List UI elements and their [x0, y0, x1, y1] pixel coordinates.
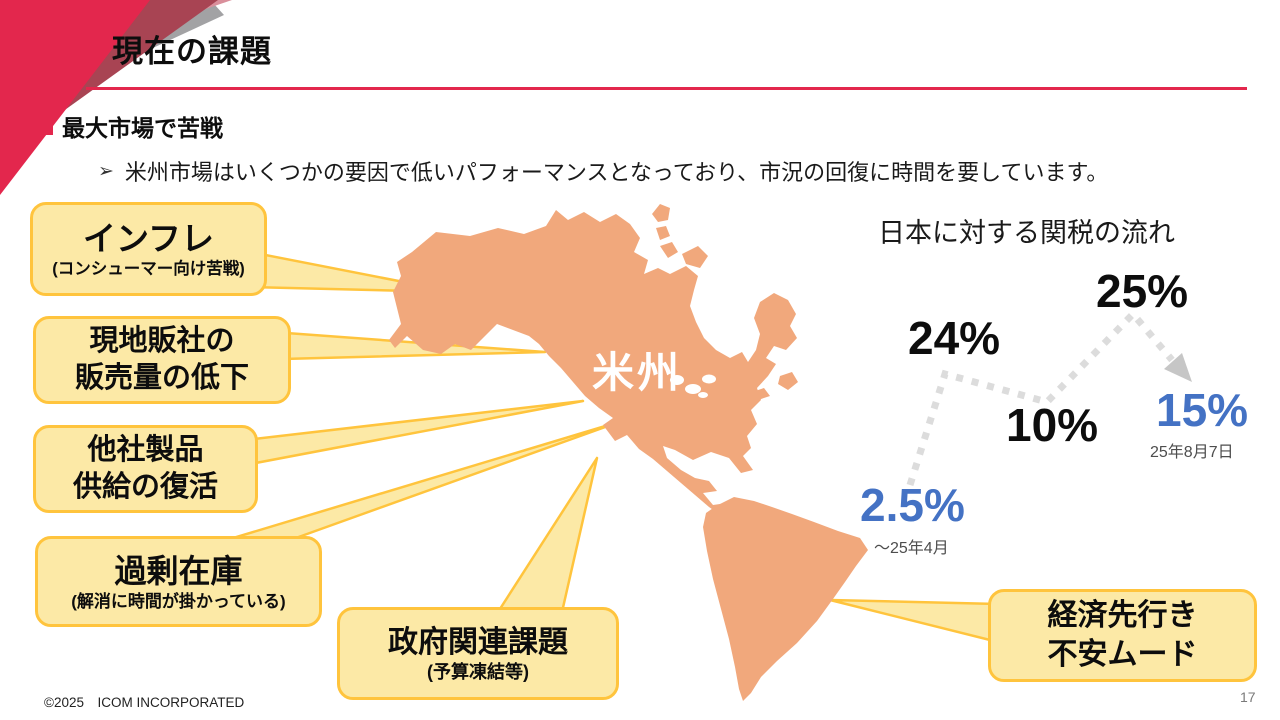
map-arctic-islands [652, 204, 798, 400]
tariff-value-25: 25% [1096, 265, 1189, 317]
callout-title: 現地販社の [89, 324, 235, 357]
callout-subtitle: (解消に時間が掛かっている) [71, 591, 286, 611]
tariff-trend-line [906, 308, 1192, 487]
tariff-value-10: 10% [1006, 399, 1099, 451]
page-number: 17 [1240, 689, 1256, 705]
callout-tail-competitor-supply [244, 399, 585, 467]
bullet-line: ➢ 米州市場はいくつかの要因で低いパフォーマンスとなっており、市況の回復に時間を… [98, 155, 1108, 187]
callout-title-line2: 不安ムード [1047, 637, 1198, 671]
callout-tail-government [496, 456, 599, 613]
red-square-bullet [36, 117, 53, 135]
callout-inflation: インフレ (コンシューマー向け苦戦) [30, 202, 267, 296]
callout-subtitle: (予算凍結等) [427, 661, 529, 682]
callout-title: 他社製品 [87, 433, 204, 466]
trend-arrowhead-icon [1164, 353, 1192, 382]
tariff-note-april: ～25年4月 [874, 540, 949, 557]
tariff-value-15: 15% [1156, 384, 1249, 436]
arrow-bullet-icon: ➢ [98, 160, 114, 182]
bullet-text: 米州市場はいくつかの要因で低いパフォーマンスとなっており、市況の回復に時間を要し… [124, 160, 1109, 185]
map-great-lakes [670, 374, 716, 398]
deco-maroon-sliver [42, 0, 218, 112]
callout-title-line2: 販売量の低下 [74, 362, 249, 394]
tariff-note-august: 25年8月7日 [1150, 444, 1234, 461]
callout-title: インフレ [82, 219, 214, 257]
tariff-value-2-5: 2.5% [860, 479, 965, 531]
section-heading: 最大市場で苦戦 [36, 109, 223, 143]
corner-decoration [0, 0, 232, 195]
callout-sales-decline: 現地販社の 販売量の低下 [33, 316, 291, 404]
deco-red-triangle [0, 0, 150, 195]
tariff-value-24: 24% [908, 312, 1001, 364]
callout-economy: 経済先行き 不安ムード [988, 589, 1257, 682]
callout-competitor-supply: 他社製品 供給の復活 [33, 425, 258, 513]
chart-title: 日本に対する関税の流れ [878, 218, 1175, 248]
callout-government: 政府関連課題 (予算凍結等) [337, 607, 619, 700]
callout-title: 政府関連課題 [388, 625, 568, 659]
map-north-america [389, 210, 797, 517]
callout-tail-economy [828, 598, 999, 644]
callout-subtitle: (コンシューマー向け苦戦) [52, 260, 245, 279]
footer-copyright: ©2025 ICOM INCORPORATED [44, 695, 245, 710]
callout-tails [199, 250, 999, 644]
title-underline [86, 87, 1247, 90]
callout-excess-inventory: 過剰在庫 (解消に時間が掛かっている) [35, 536, 322, 627]
page-title: 現在の課題 [112, 34, 272, 69]
americas-map [389, 204, 868, 701]
callout-title: 経済先行き [1047, 599, 1198, 633]
callout-title-line2: 供給の復活 [72, 471, 218, 503]
map-south-america [703, 497, 868, 701]
section-heading-label: 最大市場で苦戦 [62, 115, 223, 141]
callout-title: 過剰在庫 [114, 552, 243, 589]
map-region-label: 米州 [592, 349, 683, 396]
